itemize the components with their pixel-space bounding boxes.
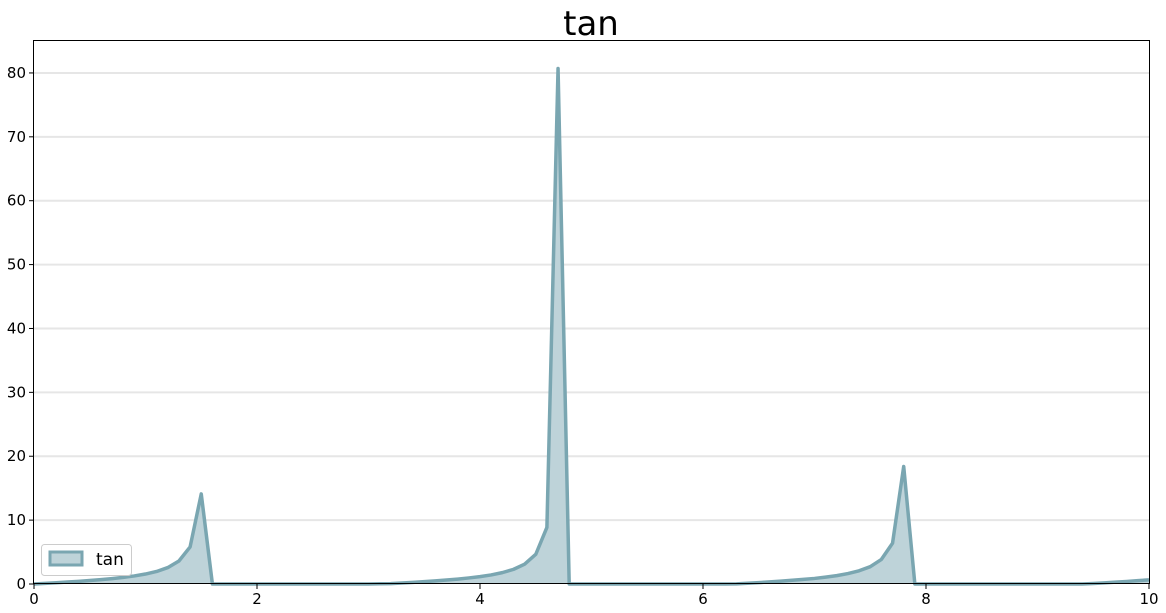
data-point-tan-70 xyxy=(813,577,816,580)
y-tick-label-40: 40 xyxy=(7,319,26,337)
gridlines xyxy=(34,71,1149,522)
data-point-tan-12 xyxy=(166,566,169,569)
legend: tan xyxy=(41,544,132,576)
y-axis-ticks: 0 10 20 30 40 50 60 70 80 xyxy=(7,64,34,593)
data-point-tan-14 xyxy=(189,545,192,548)
x-tick-label-6: 6 xyxy=(698,590,708,608)
x-tick-label-4: 4 xyxy=(475,590,485,608)
data-point-tan-35 xyxy=(423,580,426,583)
y-tick-label-80: 80 xyxy=(7,64,26,82)
data-point-tan-75 xyxy=(869,565,872,568)
data-point-tan-6 xyxy=(99,578,102,581)
data-point-tan-5 xyxy=(88,579,91,582)
data-point-tan-77 xyxy=(891,542,894,545)
data-point-tan-44 xyxy=(523,563,526,566)
data-point-tan-13 xyxy=(177,559,180,562)
data-point-tan-41 xyxy=(490,573,493,576)
data-point-tan-68 xyxy=(791,579,794,582)
data-point-tan-10 xyxy=(144,572,147,575)
data-point-tan-40 xyxy=(478,575,481,578)
data-point-tan-73 xyxy=(846,572,849,575)
data-point-tan-9 xyxy=(133,574,136,577)
data-point-tan-37 xyxy=(445,578,448,581)
data-point-tan-71 xyxy=(824,576,827,579)
data-point-tan-39 xyxy=(467,576,470,579)
data-point-tan-15 xyxy=(200,492,203,495)
y-tick-label-60: 60 xyxy=(7,192,26,210)
data-point-tan-38 xyxy=(456,577,459,580)
plot-frame xyxy=(33,40,1150,584)
data-point-tan-43 xyxy=(512,568,515,571)
data-point-tan-8 xyxy=(122,576,125,579)
y-tick-label-0: 0 xyxy=(16,575,26,593)
series-line-tan xyxy=(33,66,1150,586)
x-tick-label-8: 8 xyxy=(921,590,931,608)
x-axis-ticks: 0 2 4 6 8 10 xyxy=(29,584,1159,608)
y-tick-label-50: 50 xyxy=(7,256,26,274)
x-tick-label-10: 10 xyxy=(1139,590,1158,608)
data-point-tan-7 xyxy=(110,577,113,580)
data-point-tan-74 xyxy=(858,569,861,572)
data-point-tan-76 xyxy=(880,558,883,561)
data-point-tan-33 xyxy=(400,581,403,584)
data-point-tan-4 xyxy=(77,580,80,583)
legend-label: tan xyxy=(96,550,124,570)
data-point-tan-45 xyxy=(534,553,537,556)
data-point-tan-72 xyxy=(835,574,838,577)
y-tick-label-70: 70 xyxy=(7,128,26,146)
data-point-tan-42 xyxy=(501,571,504,574)
data-point-tan-11 xyxy=(155,570,158,573)
data-point-tan-98 xyxy=(1125,580,1128,583)
data-point-tan-69 xyxy=(802,578,805,581)
x-tick-label-0: 0 xyxy=(29,590,39,608)
data-point-tan-99 xyxy=(1136,579,1139,582)
x-tick-label-2: 2 xyxy=(252,590,262,608)
legend-swatch xyxy=(48,550,84,567)
data-point-tan-36 xyxy=(434,579,437,582)
data-point-tan-67 xyxy=(779,580,782,583)
y-tick-label-20: 20 xyxy=(7,447,26,465)
data-point-tan-47 xyxy=(556,67,559,70)
chart-title: tan xyxy=(563,4,619,44)
y-tick-label-30: 30 xyxy=(7,383,26,401)
data-point-tan-78 xyxy=(902,465,905,468)
series-layer xyxy=(33,66,1150,586)
y-tick-label-10: 10 xyxy=(7,511,26,529)
data-point-tan-46 xyxy=(545,526,548,529)
